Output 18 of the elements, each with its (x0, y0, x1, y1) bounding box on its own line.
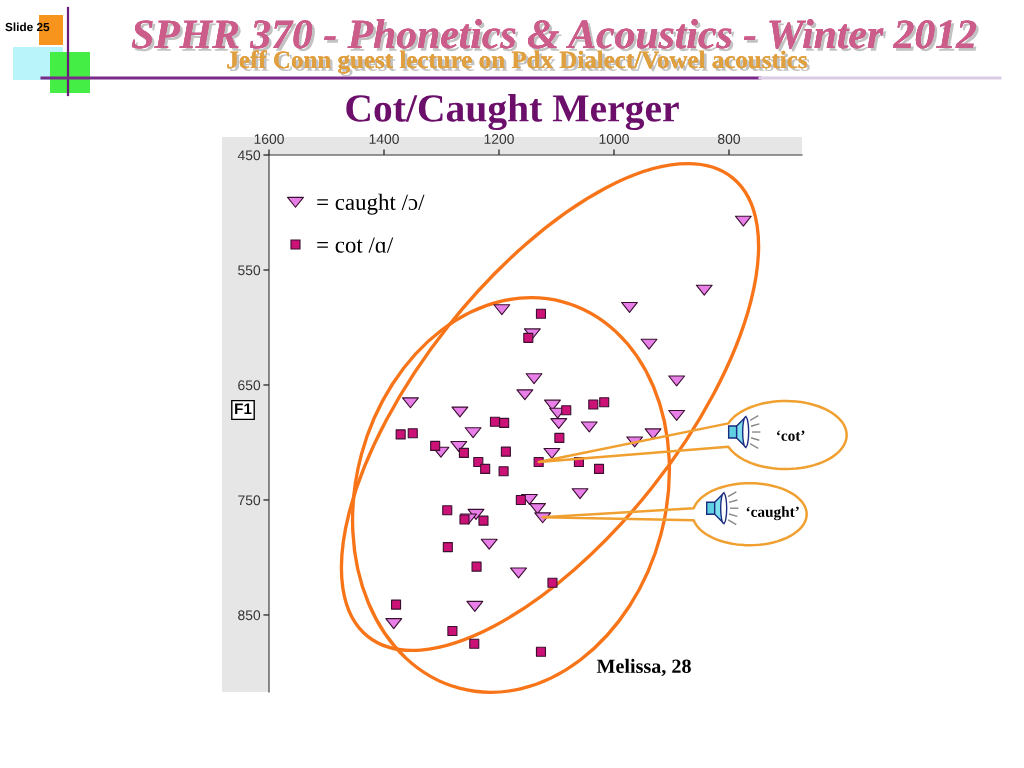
text: Jeff Conn guest lecture on Pdx Dialect/Vowel acoustics (227, 50, 810, 77)
legend-label: = caught /ɔ/ (317, 193, 425, 215)
x-tick-label: 1400 (369, 134, 399, 144)
y-tick-label: 650 (238, 380, 261, 391)
y-tick-label: 550 (238, 265, 261, 276)
x-tick-label: 1600 (254, 134, 284, 144)
x-tick-label: 1200 (484, 134, 514, 144)
legend-label: = cot /ɑ/ (317, 237, 394, 253)
annotation: ‘cot’ (777, 430, 805, 441)
chart-title: Cot/Caught Merger (346, 93, 679, 131)
y-axis-title: F1 (235, 403, 252, 414)
annotation: Melissa, 28 (596, 658, 691, 676)
y-tick-label: 750 (238, 495, 261, 506)
annotation: ‘caught’ (746, 506, 799, 521)
x-tick-label: 800 (718, 134, 741, 144)
x-tick-label: 1000 (599, 134, 629, 144)
y-tick-label: 850 (238, 610, 261, 621)
y-tick-label: 450 (237, 150, 261, 161)
